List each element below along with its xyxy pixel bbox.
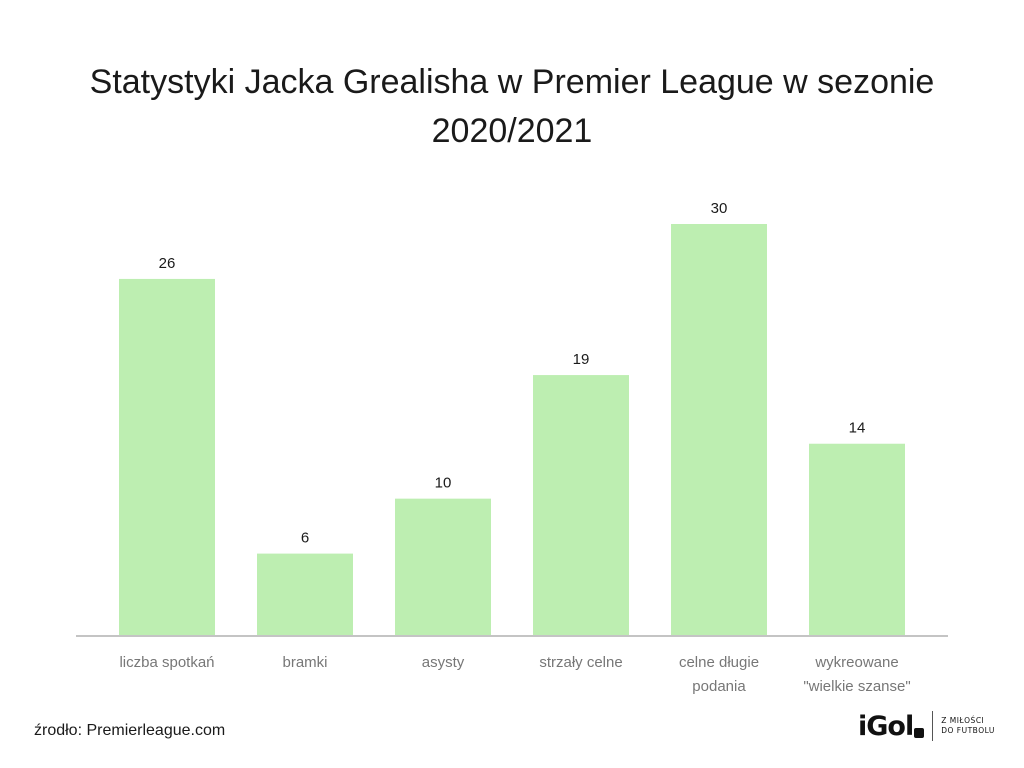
x-tick-label: strzały celne bbox=[539, 654, 622, 671]
x-tick-label: liczba spotkań bbox=[119, 654, 214, 671]
bar-value-label: 10 bbox=[435, 475, 452, 492]
bar-value-label: 30 bbox=[711, 200, 728, 217]
logo-badge-icon bbox=[914, 728, 925, 738]
bar-chart: 26 6 10 19 30 14 liczba spotkań bramki asysty st… bbox=[76, 200, 948, 695]
bar bbox=[119, 278, 215, 636]
x-tick-label: "wielkie szanse" bbox=[803, 678, 910, 695]
logo-tagline: Z MIŁOŚCI DO FUTBOLU bbox=[941, 716, 995, 736]
logo-wordmark: iGol bbox=[858, 710, 914, 742]
logo-tagline-line: Z MIŁOŚCI bbox=[941, 716, 985, 725]
x-tick-label: asysty bbox=[422, 654, 465, 671]
chart-title: Statystyki Jacka Grealisha w Premier Lea… bbox=[89, 63, 935, 150]
igol-logo: iGol Z MIŁOŚCI DO FUTBOLU bbox=[858, 706, 995, 746]
x-tick-label: podania bbox=[692, 678, 746, 695]
bar bbox=[809, 443, 905, 636]
tick-labels-group: liczba spotkań bramki asysty strzały celne c… bbox=[119, 654, 910, 695]
bar bbox=[395, 498, 491, 636]
source-note: źrodło: Premierleague.com bbox=[34, 722, 226, 739]
x-tick-label: celne długie bbox=[679, 654, 759, 671]
bar-value-label: 14 bbox=[849, 420, 866, 437]
value-labels-group: 26 6 10 19 30 14 bbox=[159, 200, 866, 547]
bar bbox=[257, 553, 353, 636]
bar bbox=[671, 224, 767, 636]
x-tick-label: bramki bbox=[282, 654, 327, 671]
bar-value-label: 26 bbox=[159, 255, 176, 272]
logo-tagline-line: DO FUTBOLU bbox=[941, 726, 995, 735]
bar-value-label: 6 bbox=[301, 530, 309, 547]
bars-group bbox=[119, 224, 905, 636]
logo-divider bbox=[932, 711, 934, 741]
x-tick-label: wykreowane bbox=[814, 654, 898, 671]
bar-value-label: 19 bbox=[573, 351, 590, 368]
bar bbox=[533, 375, 629, 636]
